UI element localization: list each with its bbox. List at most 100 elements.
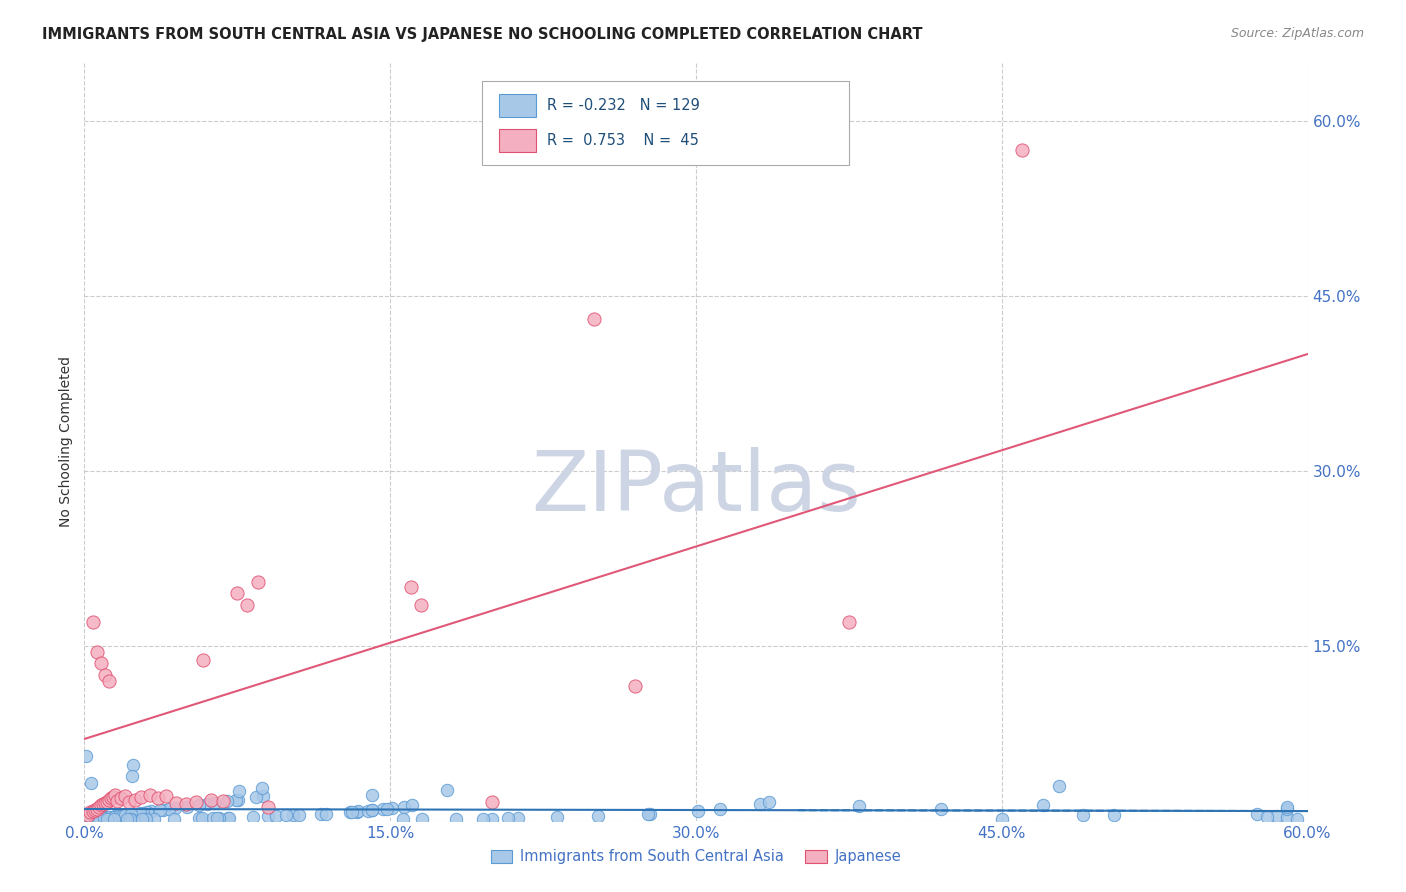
Point (252, 789, 274, 804)
Point (120, 807, 142, 822)
Point (108, 809, 131, 823)
Point (346, 805, 368, 819)
Point (76, 813, 98, 827)
Point (411, 813, 433, 827)
Point (97, 810, 120, 824)
Point (93, 811, 115, 825)
Point (89, 812, 111, 826)
Point (132, 805, 155, 820)
Point (152, 803, 174, 817)
Point (481, 812, 503, 826)
Point (80, 813, 103, 827)
Point (191, 811, 214, 825)
Point (90, 656, 112, 670)
Point (86, 802, 108, 816)
Point (399, 580, 422, 594)
Point (361, 803, 384, 817)
Point (97, 810, 120, 824)
Point (242, 810, 264, 824)
Text: Source: ZipAtlas.com: Source: ZipAtlas.com (1230, 27, 1364, 40)
Point (1073, 808, 1095, 822)
Point (149, 803, 172, 817)
Point (624, 680, 647, 694)
Point (141, 805, 163, 819)
Point (195, 797, 218, 811)
Point (688, 804, 710, 818)
Point (105, 794, 128, 808)
Point (82, 615, 104, 630)
Point (165, 796, 187, 810)
Point (315, 806, 337, 821)
Point (583, 312, 606, 326)
Point (346, 805, 368, 819)
Point (749, 797, 772, 811)
Point (252, 780, 274, 795)
Point (371, 802, 394, 816)
Point (104, 809, 127, 823)
Point (120, 813, 142, 827)
Point (118, 795, 141, 809)
Point (91, 811, 114, 825)
Point (114, 789, 136, 804)
Point (339, 805, 361, 819)
Point (381, 801, 404, 815)
Point (991, 812, 1014, 826)
Point (1246, 806, 1268, 821)
Point (155, 789, 177, 804)
Point (111, 808, 134, 822)
Point (121, 769, 143, 783)
Point (1256, 810, 1278, 824)
Point (176, 799, 198, 814)
Point (709, 802, 731, 816)
Point (84, 812, 107, 826)
Point (200, 792, 222, 806)
Text: R = -0.232   N = 129: R = -0.232 N = 129 (547, 98, 700, 113)
Point (309, 806, 332, 821)
Point (79, 813, 101, 827)
Point (586, 808, 609, 822)
Point (207, 811, 229, 825)
Point (1286, 813, 1309, 827)
Point (131, 790, 153, 805)
Point (257, 799, 280, 814)
Point (377, 802, 399, 816)
Point (281, 808, 304, 822)
Point (202, 796, 225, 810)
Point (75, 749, 97, 764)
Point (226, 586, 249, 600)
Text: R =  0.753    N =  45: R = 0.753 N = 45 (547, 133, 699, 148)
Point (96, 813, 118, 827)
Point (79, 805, 101, 820)
Point (401, 798, 423, 813)
Point (547, 810, 569, 824)
Point (86, 644, 108, 658)
Point (1277, 800, 1299, 814)
Point (82, 813, 104, 827)
Point (228, 784, 250, 798)
FancyBboxPatch shape (482, 81, 849, 165)
Point (1102, 807, 1125, 822)
Point (508, 811, 530, 825)
Point (83, 812, 105, 826)
Point (96, 795, 118, 809)
Point (90, 811, 112, 825)
Point (83, 813, 105, 827)
Point (135, 813, 157, 827)
Point (97, 673, 120, 688)
Point (134, 813, 156, 827)
Point (472, 812, 495, 826)
Point (481, 795, 503, 809)
Point (361, 788, 384, 802)
Point (637, 806, 659, 821)
Point (848, 799, 870, 814)
Point (103, 809, 125, 823)
Point (120, 807, 142, 822)
Point (136, 805, 159, 819)
Point (225, 793, 247, 807)
Point (120, 813, 142, 827)
Point (110, 808, 132, 822)
Point (1277, 810, 1299, 824)
Point (217, 811, 239, 825)
Point (103, 810, 125, 824)
Point (187, 812, 209, 826)
